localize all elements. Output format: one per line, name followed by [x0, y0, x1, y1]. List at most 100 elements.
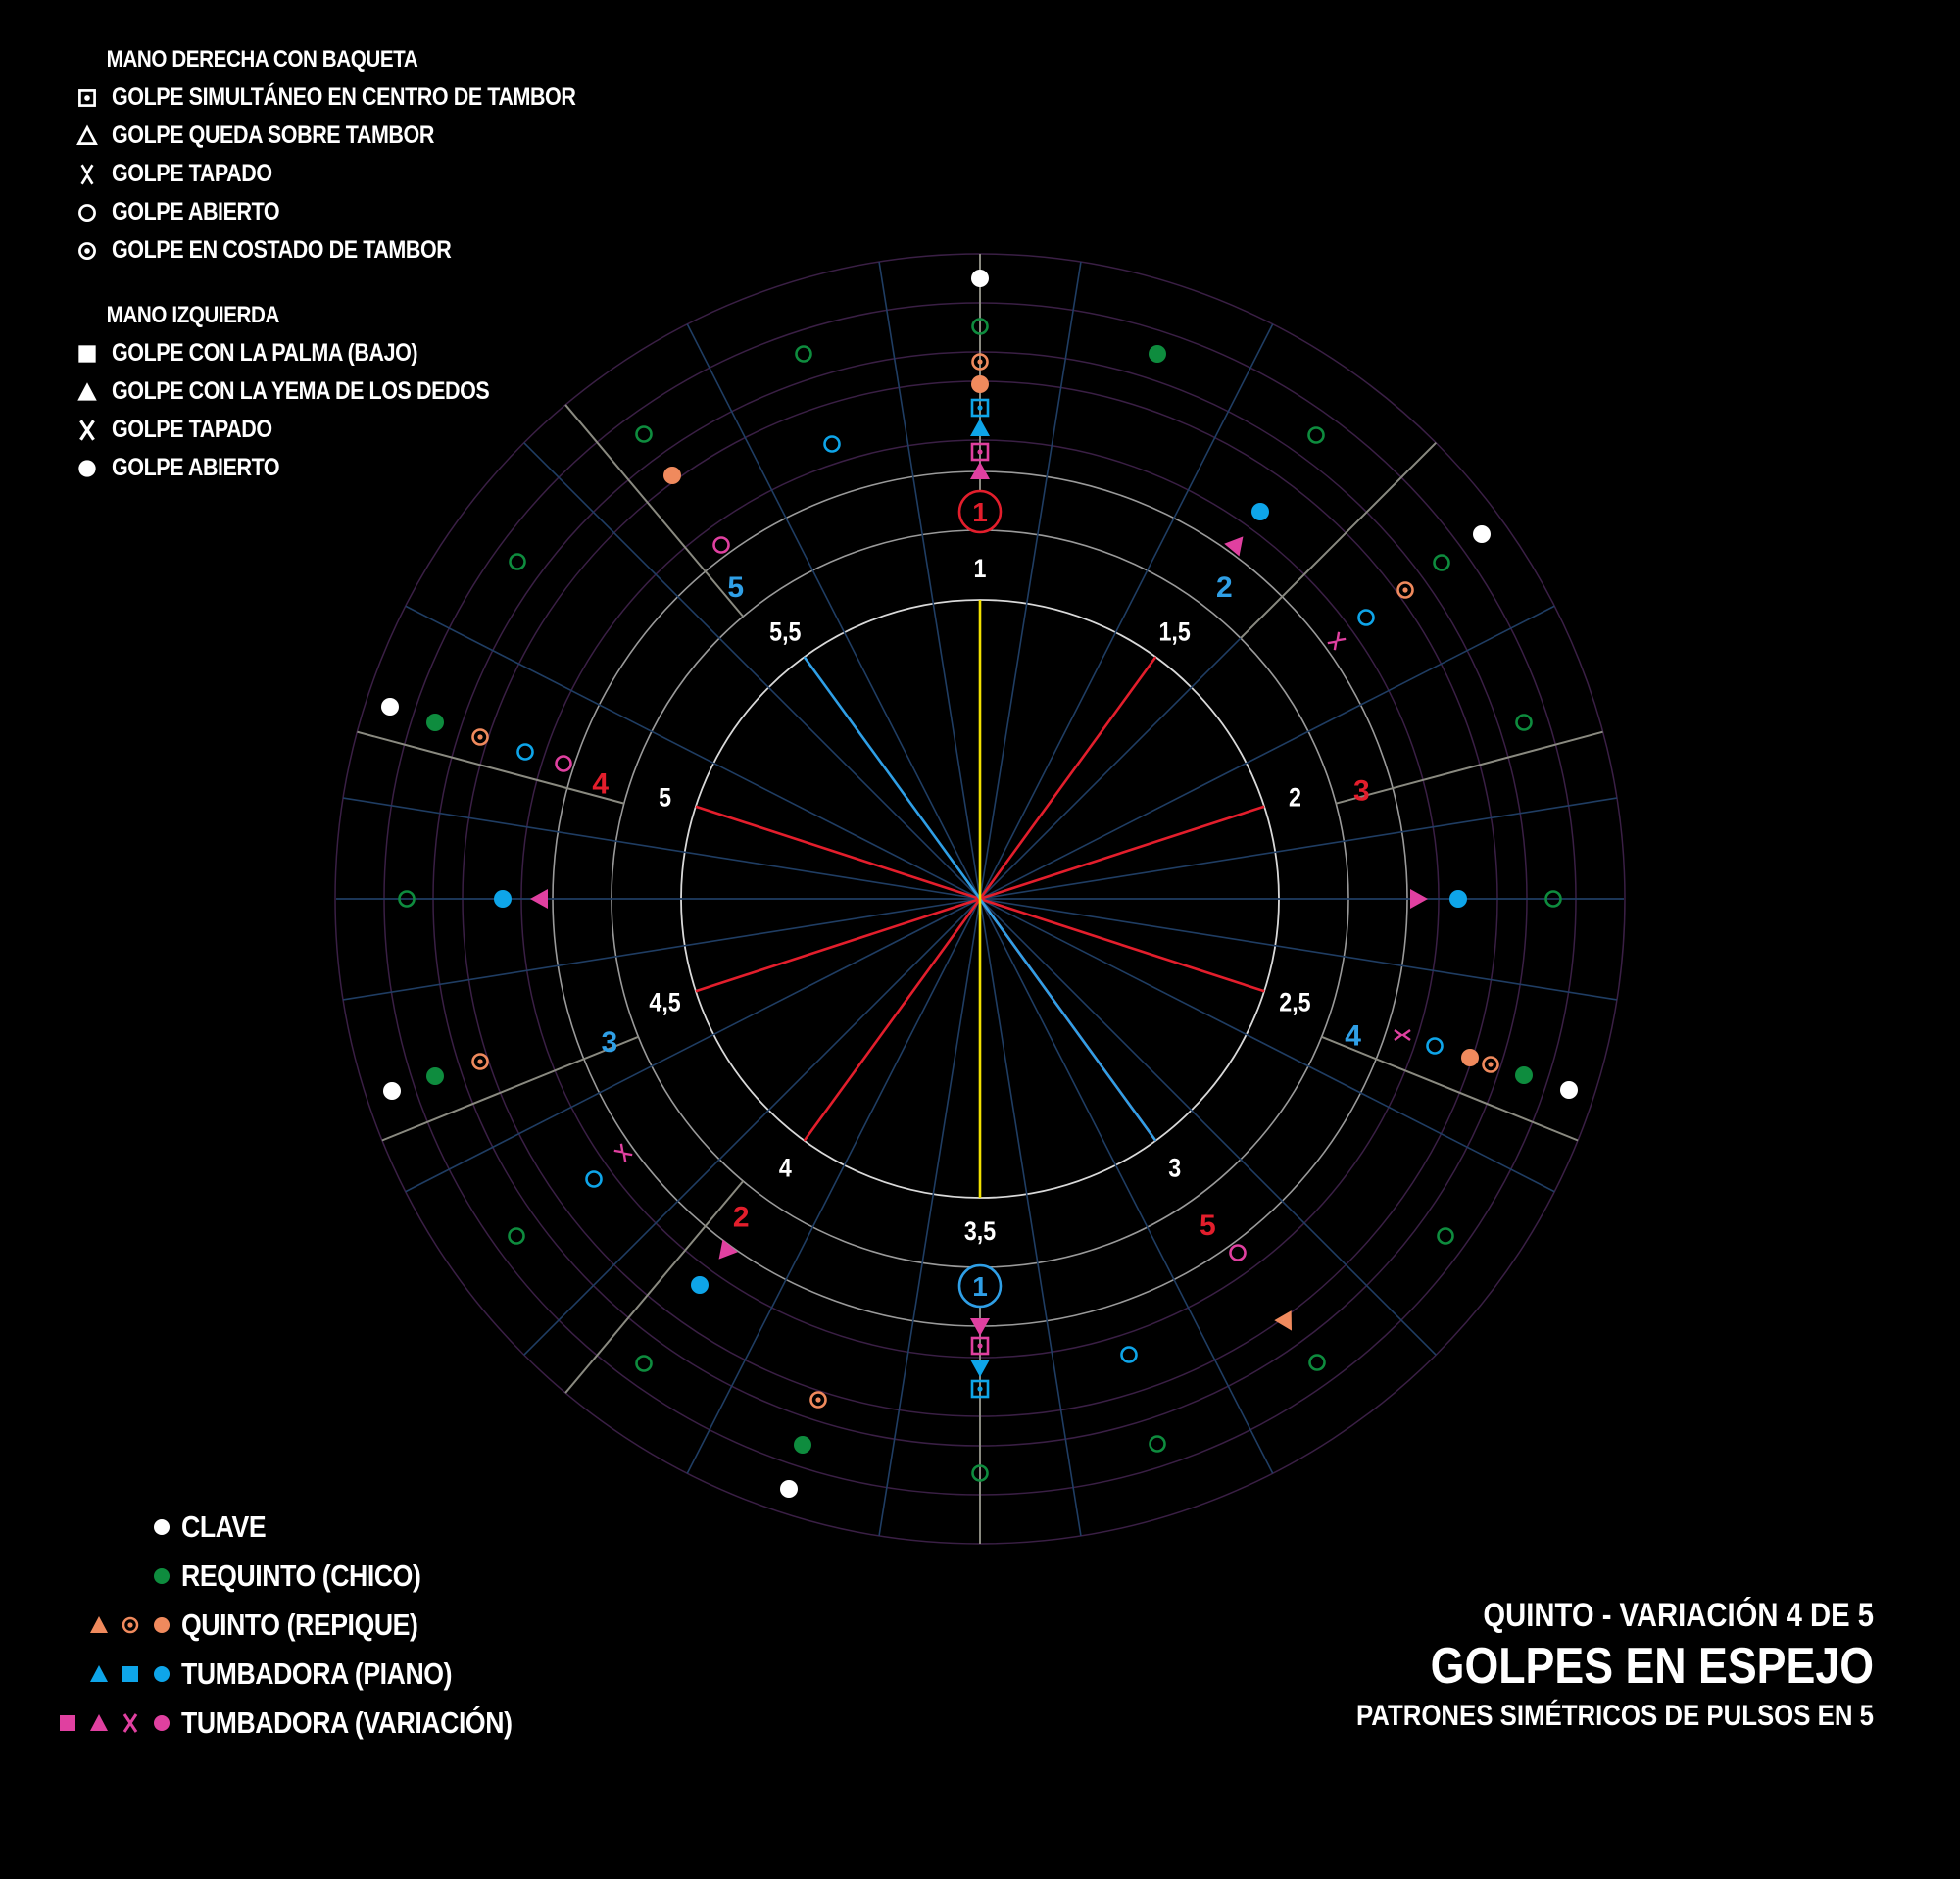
tapado-outline-icon [80, 164, 94, 184]
stroke-marker [613, 1143, 633, 1162]
circle-filled-icon [154, 1666, 170, 1682]
grid-spoke [342, 797, 981, 900]
stroke-marker [1307, 426, 1325, 444]
stroke-marker [471, 1053, 489, 1070]
outer-pulse-label: 3 [1353, 774, 1370, 807]
stroke-marker [718, 1239, 738, 1260]
stroke-marker [426, 1067, 444, 1085]
title-main: GOLPES EN ESPEJO [1430, 1638, 1874, 1695]
stroke-marker [1515, 714, 1533, 731]
stroke-marker [508, 1227, 525, 1245]
outer-pulse-label: 4 [1345, 1020, 1361, 1053]
legend-right-hand-heading: MANO DERECHA CON BAQUETA [106, 46, 418, 73]
circle-dot-icon [122, 1616, 139, 1634]
grid-spoke [979, 261, 1082, 900]
stroke-marker [530, 889, 548, 909]
legend-left-hand-item-label: GOLPE CON LA PALMA (BAJO) [112, 339, 418, 367]
stroke-marker [1149, 345, 1166, 363]
grid-spoke [405, 898, 981, 1193]
outer-pulse-label: 2 [733, 1201, 750, 1233]
mirror-spoke [381, 1035, 639, 1142]
legend-right-hand-item-label: GOLPE TAPADO [112, 160, 272, 187]
instrument-legend-label: TUMBADORA (VARIACIÓN) [181, 1706, 513, 1740]
stroke-marker [381, 698, 399, 716]
pulse-line-red [695, 805, 981, 901]
triangle-filled-icon [90, 1714, 108, 1731]
stroke-marker [691, 1276, 709, 1294]
stroke-marker [971, 353, 989, 371]
grid-spoke [979, 797, 1618, 900]
x-icon [79, 419, 95, 441]
stroke-marker [1149, 1435, 1166, 1453]
legend-right-hand-item: GOLPE SIMULTÁNEO EN CENTRO DE TAMBOR [74, 78, 652, 117]
pulse-label: 1 [974, 554, 987, 583]
x-icon [122, 1713, 138, 1733]
stroke-marker [970, 442, 990, 462]
pulse-label: 2,5 [1279, 988, 1310, 1017]
title-variation: QUINTO - VARIACIÓN 4 DE 5 [1483, 1597, 1874, 1634]
stroke-marker [635, 1355, 653, 1372]
stroke-marker [1410, 889, 1428, 909]
outer-pulse-label: 2 [1216, 571, 1233, 604]
instrument-legend-label: QUINTO (REPIQUE) [181, 1607, 418, 1642]
stroke-marker [1327, 631, 1347, 651]
legend-left-hand-item-label: GOLPE ABIERTO [112, 454, 280, 481]
stroke-marker [971, 1464, 989, 1482]
stroke-marker [971, 318, 989, 335]
mirror-spoke [1321, 1035, 1579, 1142]
stroke-marker [1394, 1029, 1411, 1041]
legend-left-hand-item-label: GOLPE TAPADO [112, 416, 272, 443]
legend-right-hand-item: GOLPE QUEDA SOBRE TAMBOR [74, 117, 652, 155]
legend-left-hand-item: GOLPE ABIERTO [74, 449, 551, 487]
mirror-spoke [1240, 442, 1437, 639]
instrument-legend-item: TUMBADORA (PIANO) [39, 1650, 565, 1699]
stroke-marker [383, 1082, 401, 1100]
stroke-marker [970, 398, 990, 418]
top-marker [957, 489, 1003, 534]
bottom-marker-label: 1 [972, 1271, 988, 1302]
stroke-marker [794, 1436, 811, 1454]
pulse-label: 5 [659, 783, 671, 813]
pulse-line-red [695, 897, 981, 993]
square-dot-icon [78, 88, 96, 107]
legend-right-hand-item-label: GOLPE QUEDA SOBRE TAMBOR [112, 122, 434, 149]
pulse-label: 3,5 [964, 1216, 996, 1246]
pulse-line-red [803, 898, 982, 1142]
stroke-marker [1482, 1056, 1499, 1073]
stroke-marker [1560, 1081, 1578, 1099]
legend-right-hand-item: GOLPE EN COSTADO DE TAMBOR [74, 231, 652, 270]
stroke-marker [1515, 1066, 1533, 1084]
legend-right-hand-item-label: GOLPE SIMULTÁNEO EN CENTRO DE TAMBOR [112, 83, 576, 111]
outer-pulse-label: 5 [1200, 1210, 1216, 1242]
triangle-outline-icon [76, 124, 98, 145]
pulse-line-blue [978, 898, 1157, 1142]
triangle-filled-icon [90, 1665, 108, 1682]
stroke-marker [1449, 890, 1467, 908]
outer-pulse-label: 5 [727, 571, 744, 604]
mirror-spoke [564, 1180, 745, 1394]
stroke-marker [1251, 503, 1269, 520]
stroke-marker [971, 270, 989, 287]
grid-spoke [979, 898, 1555, 1193]
stroke-marker [509, 553, 526, 570]
legend-right-hand: MANO DERECHA CON BAQUETA GOLPE SIMULTÁNE… [74, 40, 652, 270]
legend-left-hand-item-label: GOLPE CON LA YEMA DE LOS DEDOS [112, 377, 490, 405]
stroke-marker [1544, 890, 1562, 908]
pulse-label: 4,5 [649, 988, 680, 1017]
square-filled-icon [60, 1715, 75, 1731]
stroke-marker [1461, 1049, 1479, 1066]
stroke-marker [795, 345, 812, 363]
stroke-marker [780, 1480, 798, 1498]
stroke-marker [426, 714, 444, 731]
stroke-marker [970, 1360, 990, 1377]
stroke-marker [663, 467, 681, 484]
stroke-marker [1433, 554, 1450, 571]
triangle-filled-icon [77, 381, 97, 401]
stroke-marker [1308, 1354, 1326, 1371]
outer-pulse-label: 4 [592, 768, 609, 801]
grid-spoke [405, 605, 981, 900]
grid-spoke [523, 442, 981, 900]
square-filled-icon [122, 1666, 138, 1682]
legend-right-hand-item-label: GOLPE EN COSTADO DE TAMBOR [112, 236, 452, 264]
